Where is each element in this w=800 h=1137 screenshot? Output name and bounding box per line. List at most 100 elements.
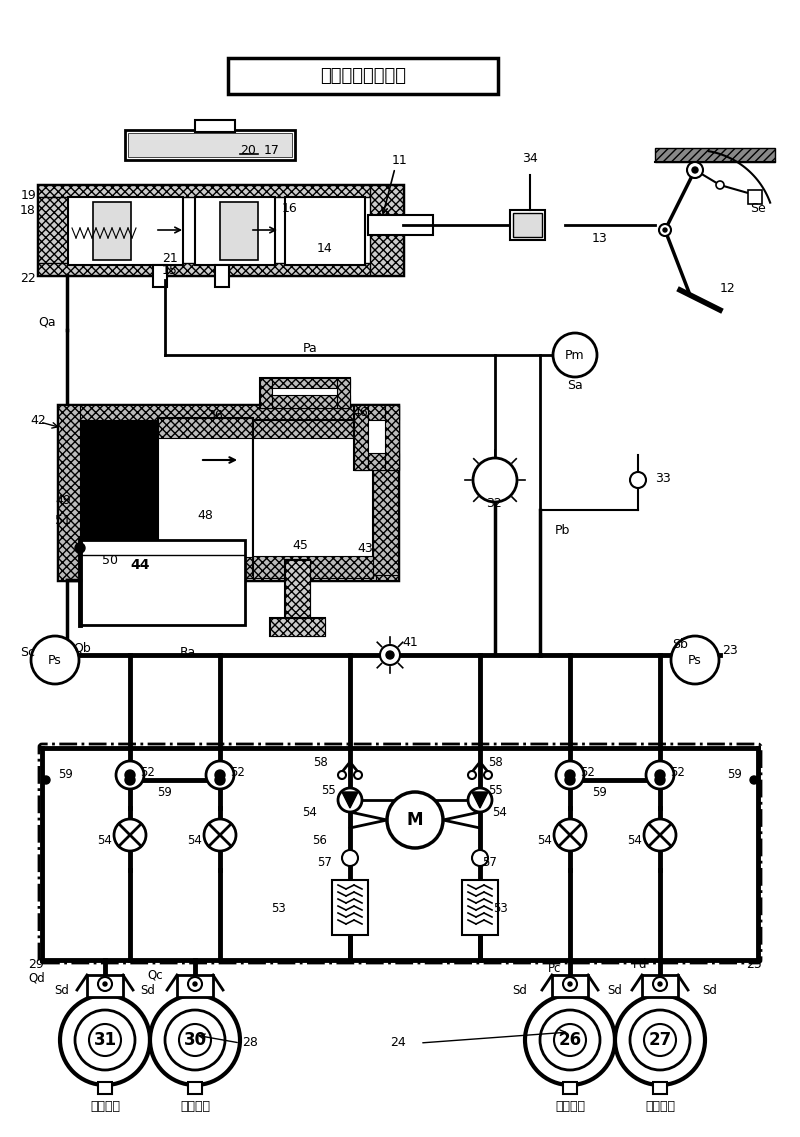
Bar [58,563,398,580]
Bar [80,420,158,540]
Text: Qc: Qc [147,969,163,981]
Text: 59: 59 [58,769,73,781]
Text: 54: 54 [627,833,642,847]
Bar [260,377,350,388]
Circle shape [31,636,79,684]
Circle shape [125,770,135,780]
Text: （右前）: （右前） [645,1101,675,1113]
Circle shape [565,770,575,780]
Text: Qd: Qd [28,971,45,985]
Text: 34: 34 [522,151,538,165]
Text: 15: 15 [162,264,178,276]
Bar [552,976,588,997]
Text: 50: 50 [102,554,118,566]
Circle shape [630,472,646,488]
Bar [513,213,542,236]
Text: 54: 54 [538,833,553,847]
Text: 56: 56 [313,833,327,847]
Circle shape [216,775,224,785]
Text: 29: 29 [28,957,44,971]
Text: 12: 12 [720,282,736,294]
Text: 31: 31 [94,1031,117,1049]
Text: Ra: Ra [180,646,196,658]
Circle shape [554,819,586,850]
Circle shape [42,775,50,785]
Bar [58,405,398,420]
Circle shape [215,770,225,780]
Circle shape [659,224,671,236]
Text: 30: 30 [183,1031,206,1049]
Circle shape [656,775,664,785]
Text: Sc: Sc [20,647,35,659]
Text: 35: 35 [112,432,128,445]
Bar [58,405,398,580]
Bar [332,880,368,935]
Bar [98,1082,112,1094]
Bar [93,202,131,260]
Text: Ps: Ps [688,654,702,666]
Circle shape [566,775,574,785]
Text: Sd: Sd [141,984,155,996]
Text: （右后）: （右后） [90,1101,120,1113]
Circle shape [525,995,615,1085]
Circle shape [646,761,674,789]
Circle shape [653,977,667,991]
Text: 制动踏板小行程时: 制动踏板小行程时 [320,67,406,85]
Circle shape [655,770,665,780]
Circle shape [89,1024,121,1056]
Bar [260,395,350,408]
Text: 20: 20 [240,143,256,157]
Text: 27: 27 [648,1031,672,1049]
Circle shape [98,977,112,991]
Circle shape [75,1010,135,1070]
Text: 52: 52 [670,766,686,780]
Bar [385,405,399,470]
Text: Sd: Sd [513,984,527,996]
Text: 58: 58 [313,755,327,769]
Text: 53: 53 [270,902,286,914]
Text: 14: 14 [317,241,333,255]
Text: Sd: Sd [702,984,718,996]
Bar [58,405,80,580]
Text: 23: 23 [722,644,738,656]
FancyBboxPatch shape [39,744,761,963]
Bar [195,121,235,132]
Bar [38,185,403,275]
Text: 28: 28 [242,1037,258,1049]
Bar [376,405,398,580]
Text: 54: 54 [187,833,202,847]
Circle shape [75,543,85,553]
Circle shape [342,850,358,866]
Text: （左后）: （左后） [180,1101,210,1113]
Bar [354,453,399,470]
Circle shape [687,161,703,179]
Text: 21: 21 [162,251,178,265]
Circle shape [116,761,144,789]
Text: 26: 26 [558,1031,582,1049]
Text: 59: 59 [158,787,173,799]
Circle shape [114,819,146,850]
Bar [220,202,258,260]
Text: 45: 45 [292,539,308,551]
Text: 13: 13 [592,232,608,244]
Circle shape [658,982,662,986]
Bar [195,197,275,265]
Circle shape [188,977,202,991]
Text: Sa: Sa [567,379,583,391]
Circle shape [472,850,488,866]
Bar [153,265,167,287]
Bar [158,418,253,578]
Bar [260,377,350,408]
Text: 19: 19 [20,189,36,201]
Text: Pd: Pd [633,958,647,971]
Circle shape [338,788,362,812]
Bar [38,185,68,275]
Bar [285,561,310,620]
Circle shape [663,229,667,232]
Circle shape [615,995,705,1085]
Circle shape [125,775,135,785]
Circle shape [387,792,443,848]
Text: 52: 52 [230,766,246,780]
Circle shape [386,652,394,659]
Circle shape [644,1024,676,1056]
